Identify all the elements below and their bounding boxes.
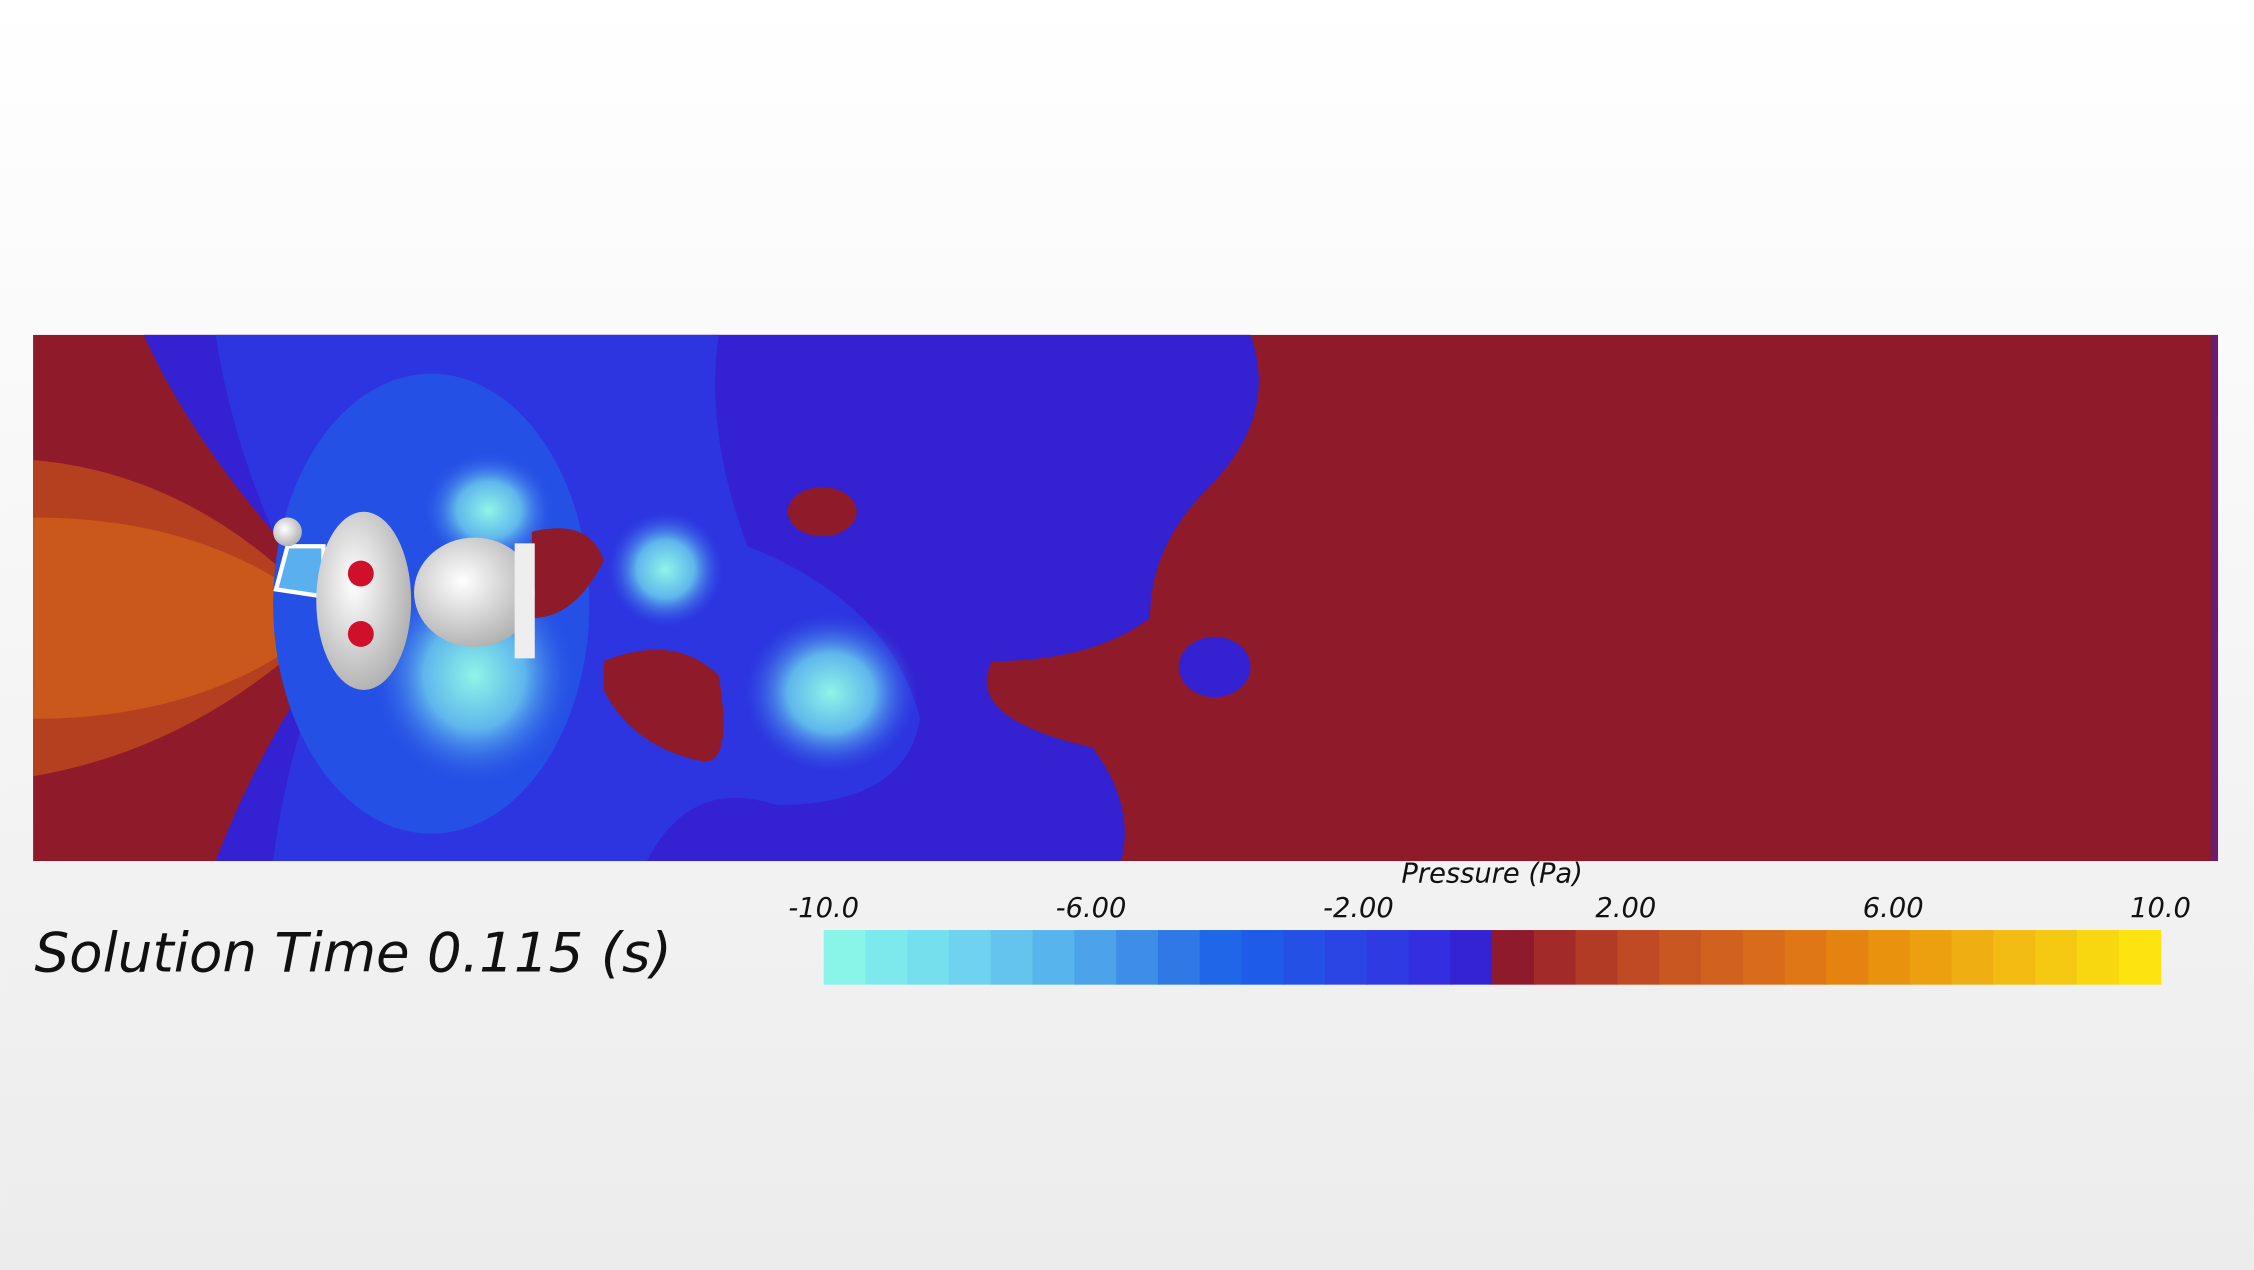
colorbar: -10.0 -6.00 -2.00 2.00 6.00 10.0 — [788, 893, 2191, 985]
colorbar-segment — [1032, 930, 1076, 985]
colorbar-segment — [1366, 930, 1410, 985]
colorbar-segment — [1408, 930, 1452, 985]
colorbar-segment — [1241, 930, 1284, 985]
colorbar-segment — [1659, 930, 1702, 985]
colorbar-segment — [1575, 930, 1619, 985]
colorbar-segment — [1492, 930, 1535, 985]
colorbar-segment — [1617, 930, 1660, 985]
solution-time: Solution Time 0.115 (s) — [35, 921, 672, 985]
colorbar-tick-label: 6.00 — [1863, 893, 1924, 924]
colorbar-segment — [2118, 930, 2162, 985]
colorbar-segment — [1993, 930, 2036, 985]
colorbar-tick-label: 2.00 — [1595, 893, 1656, 924]
colorbar-segment — [1199, 930, 1243, 985]
colorbar-segment — [1157, 930, 1201, 985]
colorbar-segment — [2035, 930, 2078, 985]
colorbar-segment — [1283, 930, 1326, 985]
colorbar-segment — [1742, 930, 1786, 985]
colorbar-segment — [1909, 930, 1953, 985]
colorbar-segment — [1325, 930, 1368, 985]
colorbar-segment — [1868, 930, 1911, 985]
colorbar-segment — [907, 930, 950, 985]
colorbar-segment — [1074, 930, 1117, 985]
colorbar-segment — [1700, 930, 1744, 985]
colorbar-segment — [1533, 930, 1577, 985]
colorbar-segment — [990, 930, 1034, 985]
colorbar-segment — [1951, 930, 1995, 985]
colorbar-segment — [1116, 930, 1159, 985]
colorbar-segment — [1826, 930, 1869, 985]
colorbar-segment — [865, 930, 908, 985]
colorbar-tick-label: 10.0 — [2130, 893, 2191, 924]
colorbar-segment — [949, 930, 992, 985]
colorbar-tick-label: -6.00 — [1056, 893, 1127, 924]
colorbar-tick-label: -10.0 — [788, 893, 859, 924]
colorbar-segment — [2076, 930, 2120, 985]
colorbar-segment — [1784, 930, 1828, 985]
colorbar-segment — [1450, 930, 1493, 985]
geometry — [273, 511, 535, 690]
colorbar-title: Pressure (Pa) — [1401, 859, 1582, 890]
colorbar-tick-label: -2.00 — [1323, 893, 1394, 924]
colorbar-segment — [823, 930, 867, 985]
